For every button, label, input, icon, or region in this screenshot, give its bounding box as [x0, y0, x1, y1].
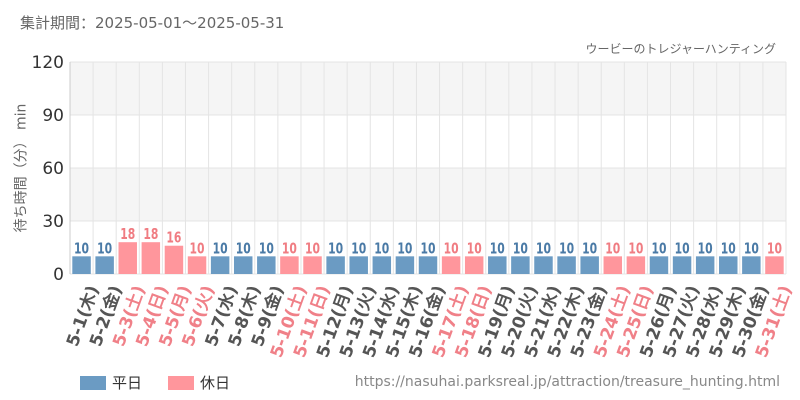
data-label: 10 — [467, 241, 482, 258]
data-label: 10 — [420, 241, 435, 258]
data-label: 10 — [605, 241, 620, 258]
y-tick-label: 0 — [53, 265, 64, 285]
data-label: 18 — [143, 227, 158, 244]
bar — [464, 256, 484, 274]
data-label: 10 — [328, 241, 343, 258]
data-label: 18 — [120, 227, 135, 244]
bar — [603, 256, 623, 274]
data-label: 10 — [397, 241, 412, 258]
source-url[interactable]: https://nasuhai.parksreal.jp/attraction/… — [354, 374, 780, 390]
data-label: 10 — [628, 241, 643, 258]
data-label: 10 — [490, 241, 505, 258]
aggregation-period: 集計期間：2025-05-01～2025-05-31 — [20, 14, 285, 32]
bar — [395, 256, 415, 274]
data-label: 10 — [97, 241, 112, 258]
data-label: 10 — [236, 241, 251, 258]
bar — [695, 256, 715, 274]
legend: 平日 休日 — [80, 372, 230, 393]
bar — [418, 256, 438, 274]
grid-band — [70, 168, 786, 221]
data-label: 10 — [190, 241, 205, 258]
y-tick-label: 30 — [42, 212, 64, 232]
y-tick-label: 120 — [32, 53, 64, 73]
bar — [326, 256, 345, 274]
data-label: 10 — [536, 241, 551, 258]
data-label: 10 — [351, 241, 366, 258]
bar — [511, 256, 530, 274]
legend-holiday[interactable]: 休日 — [168, 372, 230, 393]
bar — [626, 256, 646, 274]
legend-weekday-swatch — [80, 375, 106, 390]
legend-weekday-label: 平日 — [112, 374, 143, 392]
data-label: 16 — [166, 230, 181, 247]
data-label: 10 — [213, 241, 228, 258]
bar — [303, 256, 322, 274]
data-label: 10 — [282, 241, 297, 258]
legend-holiday-label: 休日 — [200, 374, 231, 392]
data-label: 10 — [559, 241, 574, 258]
y-tick-label: 60 — [42, 159, 64, 179]
grid-band — [70, 62, 786, 115]
bar — [765, 256, 784, 274]
bar — [257, 256, 276, 274]
bar — [557, 256, 576, 274]
bar — [580, 256, 599, 274]
data-label: 10 — [721, 241, 736, 258]
bar — [210, 256, 230, 274]
bar — [534, 256, 553, 274]
bar — [742, 256, 761, 274]
data-label: 10 — [675, 241, 690, 258]
bar — [372, 256, 392, 274]
bar — [187, 256, 207, 274]
bar — [141, 242, 161, 274]
data-label: 10 — [74, 241, 89, 258]
bar — [719, 256, 738, 274]
bar — [233, 256, 253, 274]
bar — [349, 256, 368, 274]
bar — [441, 256, 461, 274]
bar — [488, 256, 507, 274]
bar — [72, 256, 91, 274]
bar — [280, 256, 299, 274]
y-tick-label: 90 — [42, 106, 64, 126]
data-label: 10 — [259, 241, 274, 258]
bar — [649, 256, 669, 274]
bar — [118, 242, 137, 274]
data-label: 10 — [582, 241, 597, 258]
data-label: 10 — [444, 241, 459, 258]
data-label: 10 — [513, 241, 528, 258]
chart-title: ウービーのトレジャーハンティング — [585, 42, 776, 56]
data-label: 10 — [305, 241, 320, 258]
legend-holiday-swatch — [168, 375, 195, 390]
bar — [95, 256, 114, 274]
data-label: 10 — [698, 241, 713, 258]
data-label: 10 — [374, 241, 389, 258]
data-label: 10 — [651, 241, 666, 258]
bar — [164, 245, 184, 274]
legend-weekday[interactable]: 平日 — [80, 372, 142, 393]
data-label: 10 — [767, 241, 782, 258]
data-label: 10 — [744, 241, 759, 258]
bar — [672, 256, 692, 274]
